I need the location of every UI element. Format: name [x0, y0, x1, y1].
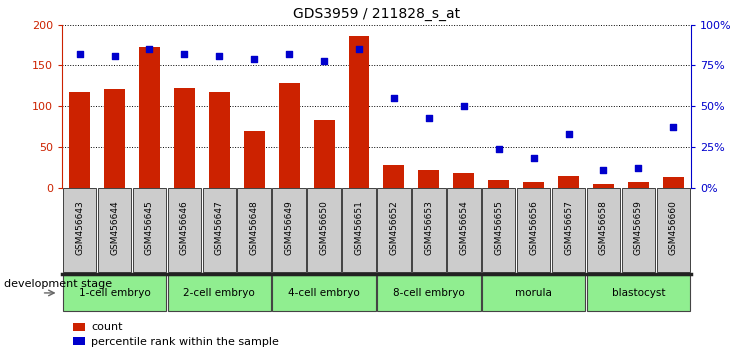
- Point: [284, 51, 295, 57]
- Text: GSM456650: GSM456650: [319, 200, 328, 255]
- Point: [213, 53, 225, 58]
- Text: percentile rank within the sample: percentile rank within the sample: [91, 337, 279, 347]
- Point: [318, 58, 330, 63]
- Text: GSM456649: GSM456649: [284, 200, 294, 255]
- Bar: [69, 92, 90, 188]
- Point: [388, 95, 400, 101]
- Text: GSM456647: GSM456647: [215, 200, 224, 255]
- Point: [528, 155, 539, 161]
- Text: GSM456660: GSM456660: [669, 200, 678, 255]
- Bar: [558, 176, 579, 188]
- Bar: [349, 36, 369, 188]
- Text: GSM456658: GSM456658: [599, 200, 608, 255]
- Point: [667, 125, 679, 130]
- Text: GSM456648: GSM456648: [250, 200, 259, 255]
- Text: GSM456646: GSM456646: [180, 200, 189, 255]
- Title: GDS3959 / 211828_s_at: GDS3959 / 211828_s_at: [293, 7, 460, 21]
- Text: GSM456652: GSM456652: [390, 200, 398, 255]
- Bar: [279, 82, 300, 188]
- Point: [423, 115, 435, 120]
- Text: GSM456654: GSM456654: [459, 200, 469, 255]
- Bar: [453, 173, 474, 188]
- Text: development stage: development stage: [4, 279, 112, 290]
- Point: [178, 51, 190, 57]
- Point: [458, 103, 469, 109]
- Text: GSM456645: GSM456645: [145, 200, 154, 255]
- Text: GSM456656: GSM456656: [529, 200, 538, 255]
- Point: [563, 131, 575, 137]
- Text: 1-cell embryo: 1-cell embryo: [79, 288, 151, 298]
- Bar: [663, 177, 683, 188]
- Bar: [243, 131, 265, 188]
- Text: morula: morula: [515, 288, 552, 298]
- Bar: [523, 182, 544, 188]
- Text: GSM456659: GSM456659: [634, 200, 643, 255]
- Bar: [139, 47, 160, 188]
- Point: [493, 146, 504, 152]
- Text: GSM456643: GSM456643: [75, 200, 84, 255]
- Text: 4-cell embryo: 4-cell embryo: [288, 288, 360, 298]
- Bar: [418, 170, 439, 188]
- Bar: [314, 120, 335, 188]
- Text: GSM456657: GSM456657: [564, 200, 573, 255]
- Text: count: count: [91, 322, 123, 332]
- Bar: [593, 184, 614, 188]
- Point: [632, 165, 644, 171]
- Text: 2-cell embryo: 2-cell embryo: [183, 288, 255, 298]
- Text: GSM456653: GSM456653: [425, 200, 433, 255]
- Text: blastocyst: blastocyst: [612, 288, 665, 298]
- Bar: [209, 92, 230, 188]
- Text: GSM456644: GSM456644: [110, 200, 119, 255]
- Point: [109, 53, 121, 58]
- Point: [74, 51, 86, 57]
- Bar: [628, 182, 649, 188]
- Text: GSM456655: GSM456655: [494, 200, 503, 255]
- Text: GSM456651: GSM456651: [355, 200, 363, 255]
- Point: [249, 56, 260, 62]
- Text: 8-cell embryo: 8-cell embryo: [393, 288, 465, 298]
- Point: [143, 46, 155, 52]
- Point: [598, 167, 610, 172]
- Bar: [384, 165, 404, 188]
- Bar: [174, 88, 195, 188]
- Bar: [104, 89, 125, 188]
- Bar: [488, 180, 510, 188]
- Point: [353, 46, 365, 52]
